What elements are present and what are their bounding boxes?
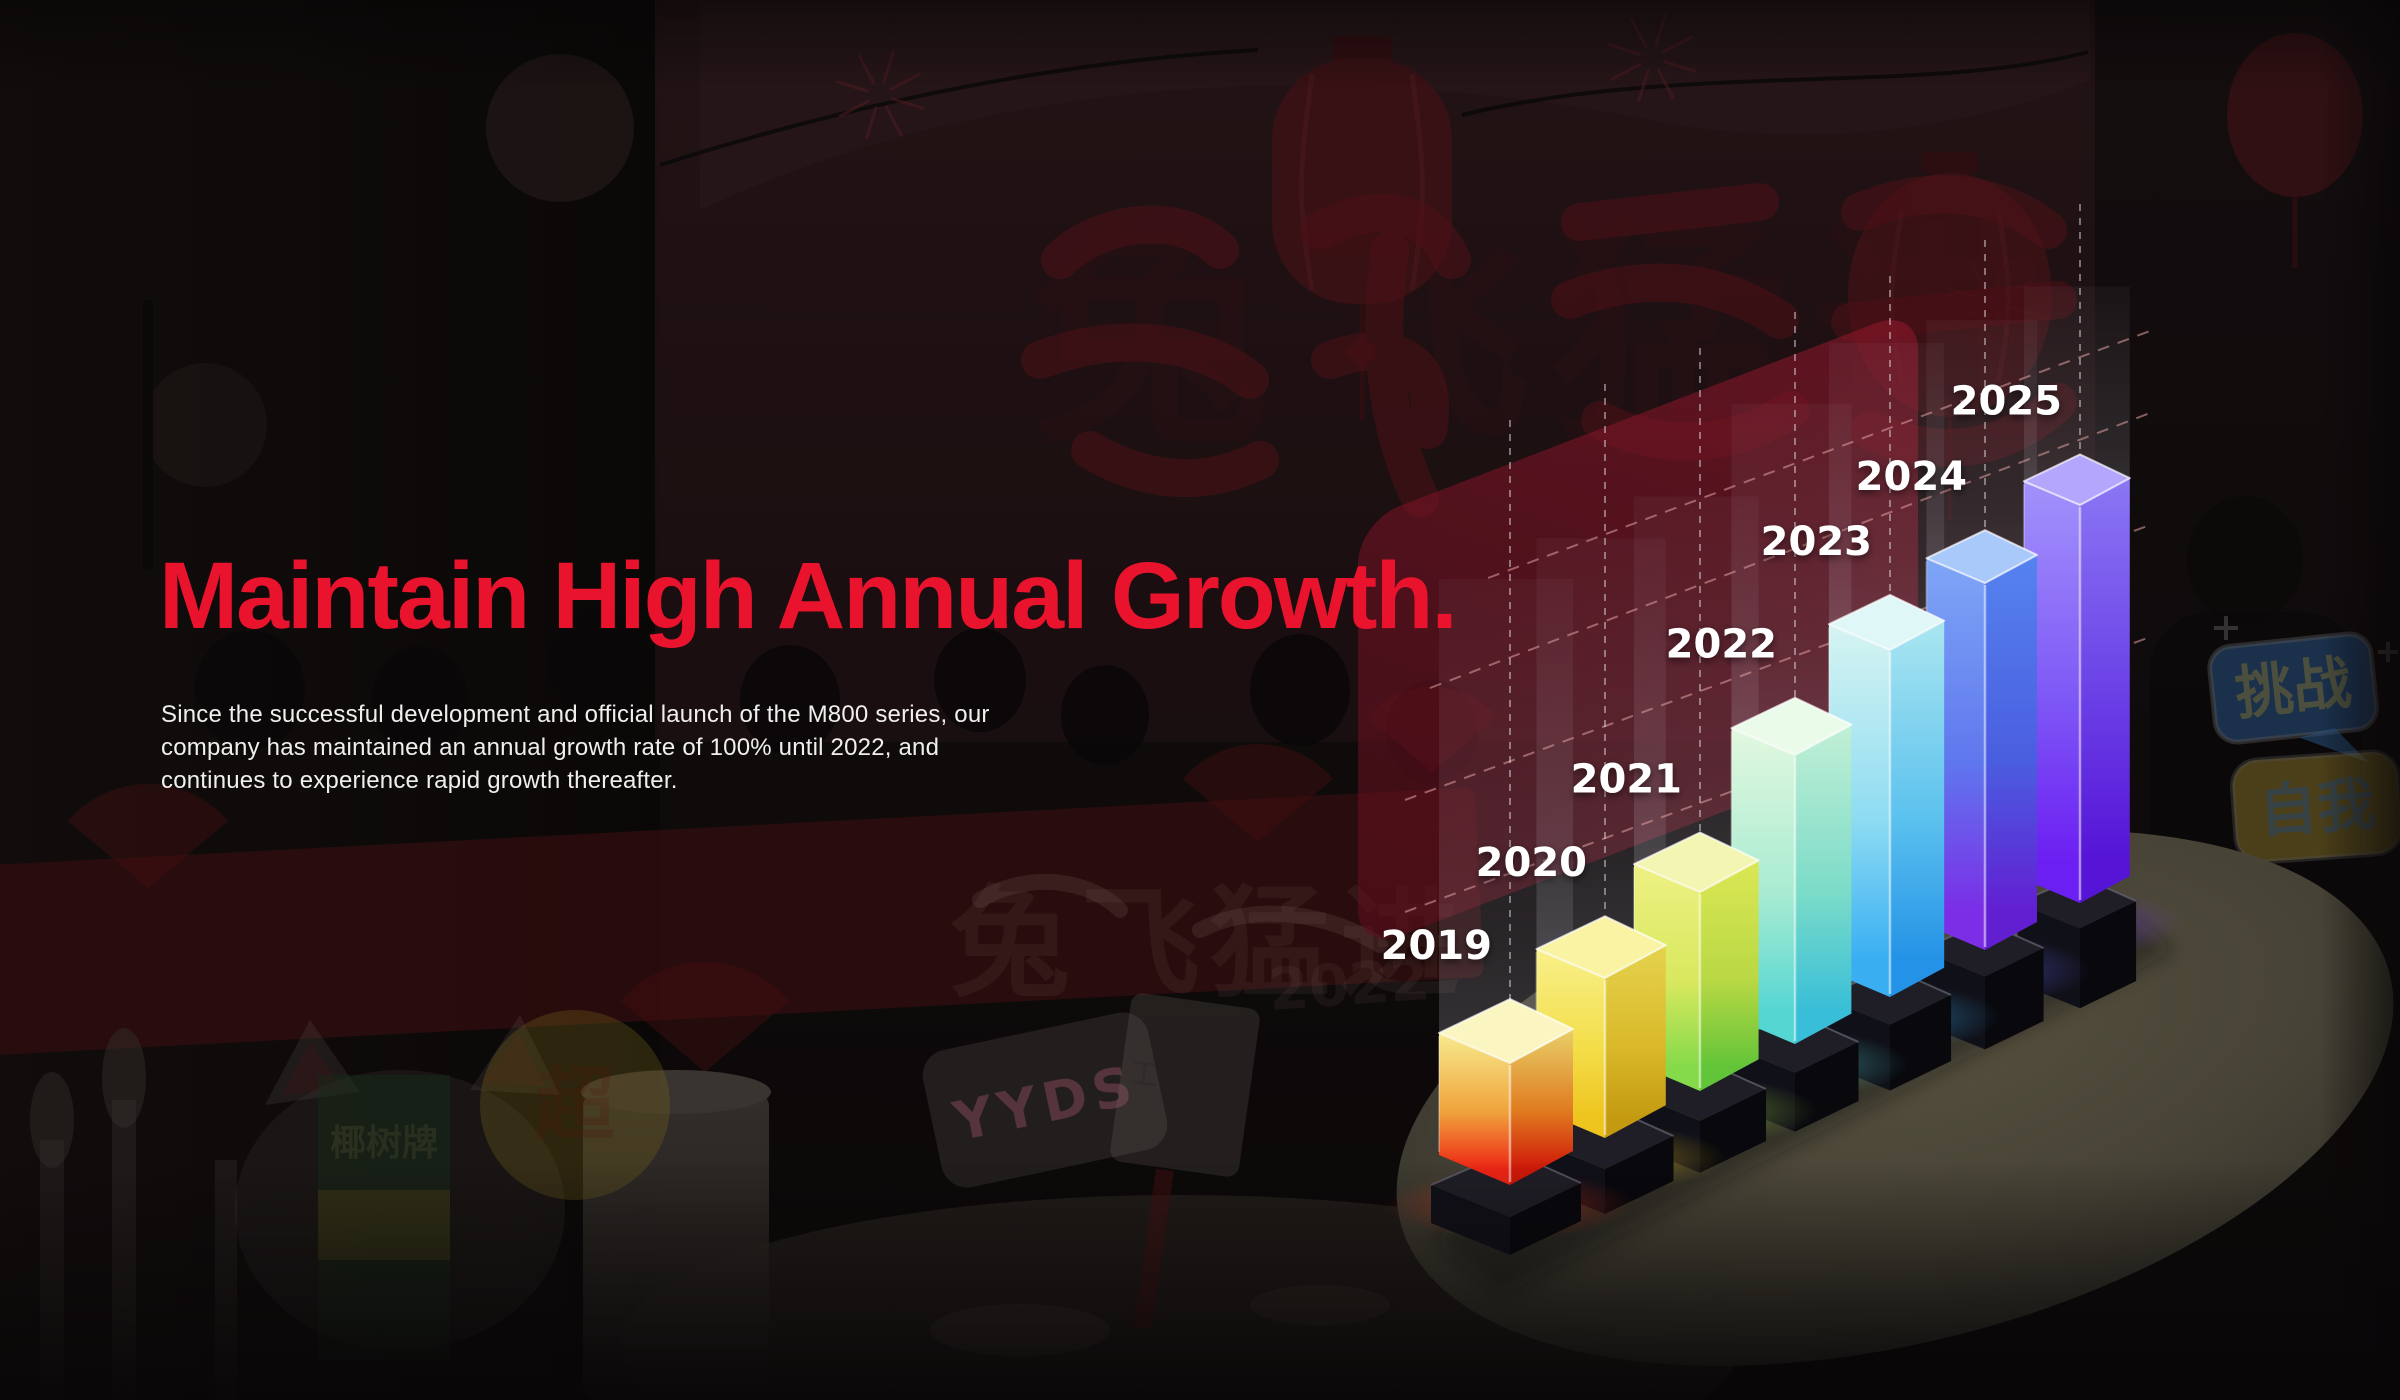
pedestal-2025 xyxy=(2017,876,2137,929)
banner-calligraphy-strokes xyxy=(972,873,1388,953)
pedestal-2023 xyxy=(1822,967,1952,1025)
super-sign-text: 超 xyxy=(535,1058,616,1151)
bar-right-face xyxy=(1890,620,1945,997)
bar-top-face xyxy=(1925,529,2038,584)
description-line-2: company has maintained an annual growth … xyxy=(161,734,940,761)
chart-bars xyxy=(1385,453,2183,1255)
pedestal-2024 xyxy=(1919,921,2044,977)
year-label-2023: 2023 xyxy=(1761,519,1872,565)
pedestal-2021 xyxy=(1626,1059,1767,1121)
bar-left-face xyxy=(1439,1033,1510,1185)
bar-right-face xyxy=(2080,478,2130,903)
wall-lamp-bar xyxy=(143,300,153,570)
red-banner xyxy=(0,787,1484,1056)
vertical-guides xyxy=(1509,204,2081,1005)
year-label-2020: 2020 xyxy=(1476,840,1587,886)
year-label-2022: 2022 xyxy=(1666,622,1777,668)
bar-top-face xyxy=(1730,696,1853,756)
super-sign: 超 xyxy=(480,1010,670,1200)
bar-right-face xyxy=(1985,554,2037,950)
bar-top-face xyxy=(1535,915,1667,979)
person-right xyxy=(2187,496,2303,624)
bar-right-face xyxy=(1605,945,1666,1138)
year-label-2019: 2019 xyxy=(1381,923,1492,969)
page-title: Maintain High Annual Growth. xyxy=(159,543,1458,649)
pedestal-2020 xyxy=(1528,1105,1674,1169)
screen-moon-circle xyxy=(486,54,634,202)
bar-2024 xyxy=(1878,529,2092,1050)
chart-labels: 2019 2020 2021 2022 2023 2024 2025 xyxy=(1381,378,2062,969)
description-line-1: Since the successful development and off… xyxy=(161,701,990,728)
bar-top-face xyxy=(2022,453,2131,506)
yyds-sign: YYDS xyxy=(922,1012,1168,1188)
year-label-2021: 2021 xyxy=(1571,756,1682,802)
coconut-sign-text: 椰树牌 xyxy=(330,1123,438,1164)
year-label-2024: 2024 xyxy=(1856,454,1967,500)
bar-right-face xyxy=(1700,860,1759,1091)
bar-top-face xyxy=(1827,593,1946,651)
bar-top-face xyxy=(1438,998,1574,1064)
bottom-vignette xyxy=(0,1160,2400,1400)
bar-right-face xyxy=(1795,724,1852,1044)
bar-left-face xyxy=(2023,481,2080,903)
top-vignette xyxy=(0,0,2400,90)
right-vignette xyxy=(2320,0,2400,1400)
description-line-3: continues to experience rapid growth the… xyxy=(161,767,678,794)
banner-year-text: 2022 xyxy=(1266,945,1432,1024)
pedestal-2022 xyxy=(1724,1013,1859,1073)
bar-right-face xyxy=(1510,1029,1573,1185)
page-description: Since the successful development and off… xyxy=(161,698,990,797)
year-label-2025: 2025 xyxy=(1951,378,2062,424)
bar-top-face xyxy=(1632,831,1760,893)
wall-lamp-glow xyxy=(143,363,267,487)
